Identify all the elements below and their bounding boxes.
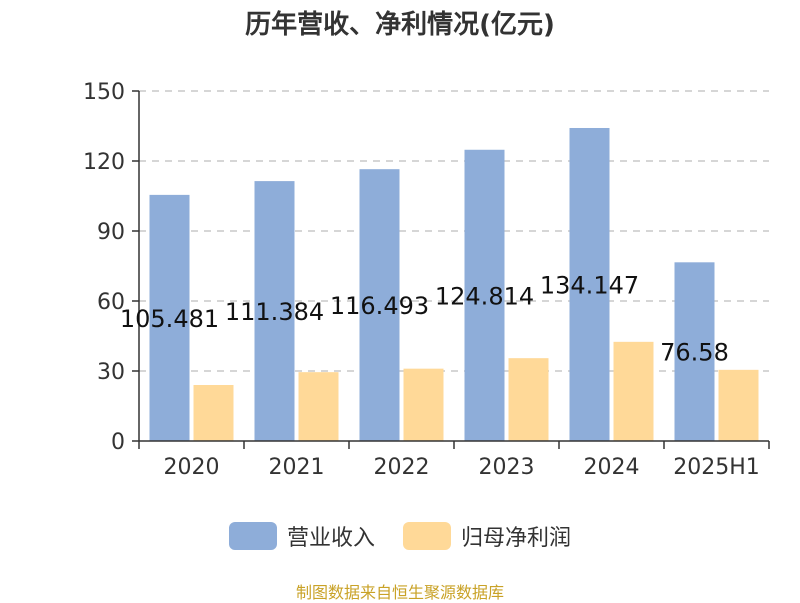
x-tick-label-2022: 2022 xyxy=(374,455,430,480)
y-tick-label-90: 90 xyxy=(97,220,125,245)
bars xyxy=(149,127,759,442)
data-label-revenue-2025H1: 76.58 xyxy=(660,339,729,367)
y-tick-label-60: 60 xyxy=(97,290,125,315)
data-label-revenue-2022: 116.493 xyxy=(330,292,429,320)
legend-swatch-revenue xyxy=(228,522,277,550)
legend-item-net-profit[interactable]: 归母净利润 xyxy=(403,520,571,552)
data-label-revenue-2021: 111.384 xyxy=(225,298,324,326)
y-tick-label-150: 150 xyxy=(83,80,125,105)
data-label-revenue-2023: 124.814 xyxy=(435,282,534,310)
axes: 0 30 60 90 120 150 2020 2021 2022 2023 2024 2025H1 xyxy=(83,80,770,480)
x-tick-label-2021: 2021 xyxy=(269,455,325,480)
bar-revenue-2021[interactable] xyxy=(254,181,295,441)
legend-item-revenue[interactable]: 营业收入 xyxy=(228,520,375,552)
chart-title: 历年营收、净利情况(亿元) xyxy=(245,10,555,40)
data-label-revenue-2024: 134.147 xyxy=(540,271,639,299)
bar-net-profit-2020[interactable] xyxy=(193,385,234,441)
bar-net-profit-2022[interactable] xyxy=(403,368,444,441)
legend: 营业收入 归母净利润 xyxy=(0,520,800,552)
x-tick-label-2023: 2023 xyxy=(479,455,535,480)
bar-net-profit-2024[interactable] xyxy=(613,341,654,441)
bar-net-profit-2021[interactable] xyxy=(298,372,339,441)
y-tick-label-30: 30 xyxy=(97,360,125,385)
x-tick-label-2024: 2024 xyxy=(584,455,640,480)
legend-label-net-profit: 归母净利润 xyxy=(461,526,572,551)
x-tick-label-2025H1: 2025H1 xyxy=(673,455,760,480)
bar-revenue-2020[interactable] xyxy=(149,194,190,441)
bar-net-profit-2023[interactable] xyxy=(508,358,549,441)
y-tick-label-0: 0 xyxy=(111,430,125,455)
bar-revenue-2023[interactable] xyxy=(464,149,505,441)
source-note: 制图数据来自恒生聚源数据库 xyxy=(295,583,504,602)
bar-revenue-2025H1[interactable] xyxy=(674,262,715,441)
x-tick-label-2020: 2020 xyxy=(164,455,220,480)
data-labels: 105.481 111.384 116.493 124.814 134.147 76.58 xyxy=(120,271,729,366)
legend-swatch-net-profit xyxy=(403,522,451,550)
bar-revenue-2022[interactable] xyxy=(359,169,400,442)
grid-lines xyxy=(139,90,769,372)
bar-revenue-2024[interactable] xyxy=(569,127,610,442)
bar-net-profit-2025H1[interactable] xyxy=(718,369,759,441)
data-label-revenue-2020: 105.481 xyxy=(120,305,219,333)
legend-label-revenue: 营业收入 xyxy=(286,526,375,551)
y-tick-label-120: 120 xyxy=(83,150,125,175)
